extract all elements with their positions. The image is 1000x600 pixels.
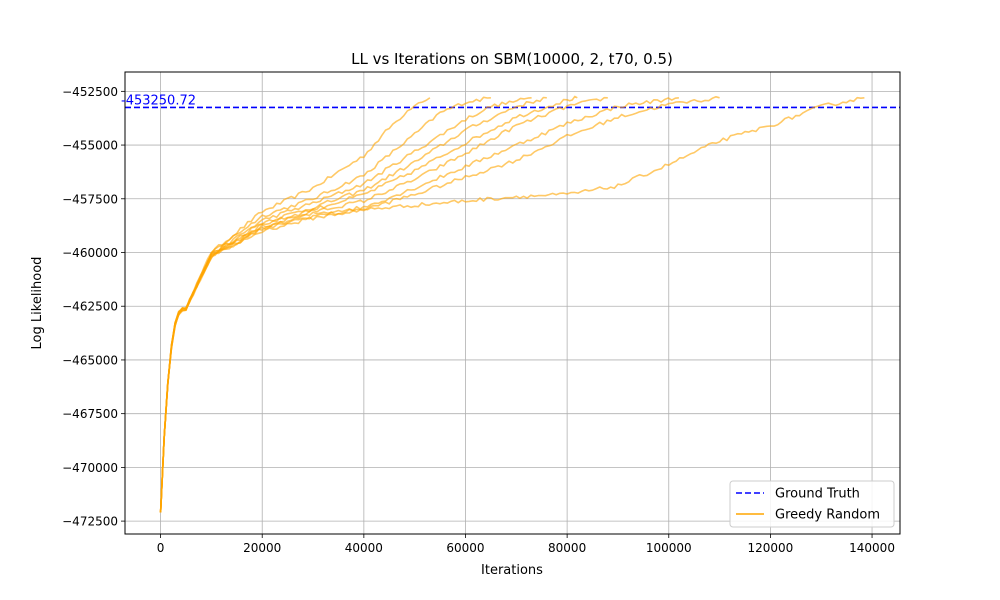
y-tick-label: −455000 [62,139,118,153]
greedy-run-line [159,97,679,513]
greedy-run-line [159,97,532,513]
ground-truth-value-label: -453250.72 [121,93,196,108]
x-axis-label: Iterations [481,563,543,578]
y-tick-label: −467500 [62,407,118,421]
y-tick-label: −452500 [62,85,118,99]
x-tick-label: 0 [157,541,165,555]
x-axis-ticks: 0 20000 40000 60000 80000 100000 120000 140000 [157,534,895,555]
y-tick-label: −472500 [62,515,118,529]
y-tick-label: −457500 [62,192,118,206]
x-tick-label: 120000 [748,541,794,555]
greedy-run-line [159,96,720,513]
x-tick-label: 40000 [345,541,383,555]
y-tick-label: −460000 [62,246,118,260]
plot-frame [124,71,901,535]
y-axis-ticks: −472500 −470000 −467500 −465000 −462500 −4600… [62,85,125,529]
x-tick-label: 20000 [243,541,281,555]
greedy-run-line [159,96,608,513]
legend-ground-truth-label: Ground Truth [775,487,860,502]
y-tick-label: −465000 [62,353,118,367]
x-tick-label: 100000 [646,541,692,555]
y-tick-label: −470000 [62,461,118,475]
x-tick-label: 80000 [548,541,586,555]
greedy-run-line [159,96,547,513]
legend-greedy-label: Greedy Random [775,508,880,523]
legend-box [729,480,895,528]
y-axis-label: Log Likelihood [30,257,45,350]
chart-title: LL vs Iterations on SBM(10000, 2, t70, 0… [351,50,673,68]
x-tick-label: 60000 [446,541,484,555]
greedy-runs-layer [159,95,865,513]
legend: Ground Truth Greedy Random [729,480,895,528]
greedy-run-line [159,96,491,513]
greedy-run-line [159,96,865,513]
y-tick-label: −462500 [62,300,118,314]
grid [125,72,900,534]
x-tick-label: 140000 [849,541,895,555]
